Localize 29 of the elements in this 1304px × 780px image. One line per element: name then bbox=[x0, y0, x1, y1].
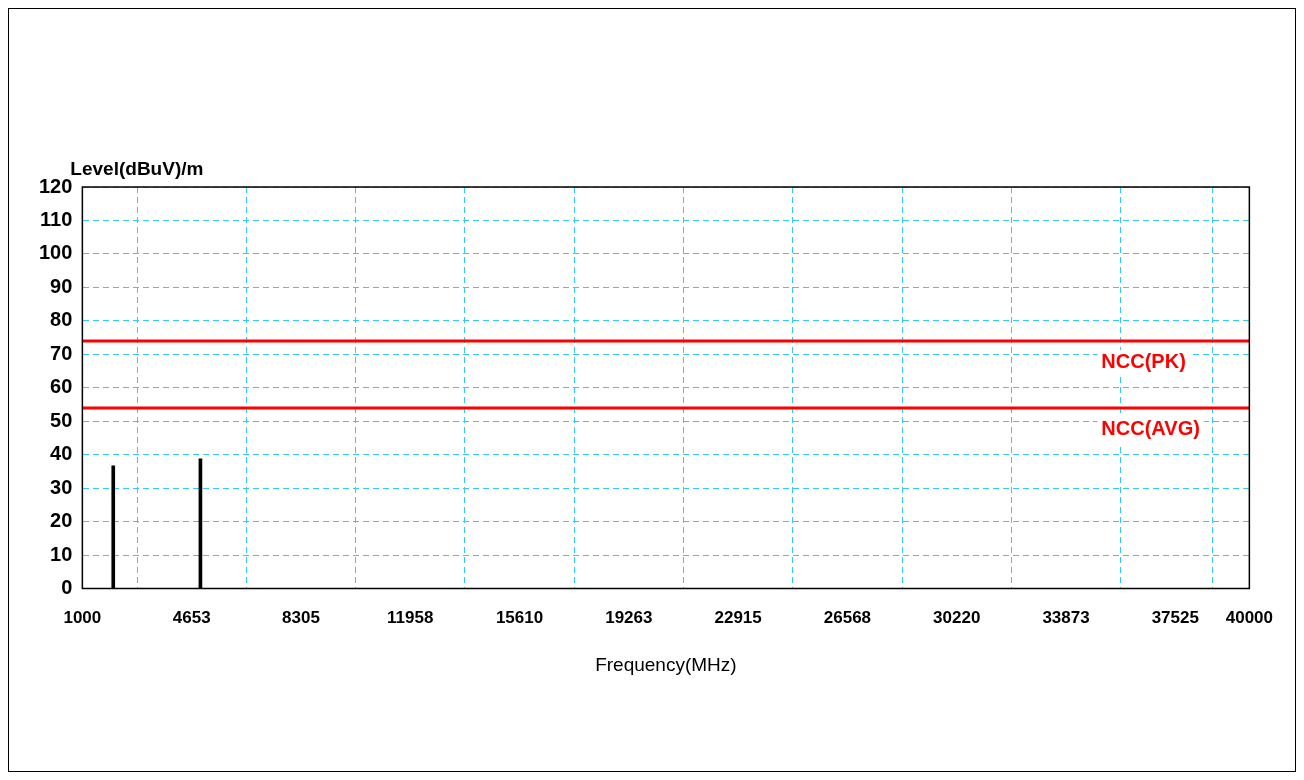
y-tick-label: 40 bbox=[50, 442, 73, 465]
x-tick-label: 33873 bbox=[1042, 608, 1090, 628]
y-tick-label: 20 bbox=[50, 509, 73, 532]
y-tick-label: 10 bbox=[50, 542, 73, 565]
x-tick-label: 4653 bbox=[172, 608, 211, 628]
y-tick-label: 70 bbox=[50, 341, 73, 364]
x-tick-label: 1000 bbox=[63, 608, 102, 628]
y-tick-label: 120 bbox=[38, 174, 73, 197]
y-tick-label: 50 bbox=[50, 408, 73, 431]
y-tick-label: 100 bbox=[38, 241, 73, 264]
x-tick-label: 15610 bbox=[495, 608, 544, 628]
y-tick-label: 60 bbox=[50, 375, 73, 398]
ref-line-label: NCC(PK) bbox=[1101, 350, 1186, 373]
y-tick-label: 0 bbox=[61, 576, 73, 599]
x-tick-label: 8305 bbox=[282, 608, 320, 628]
x-tick-label: 37525 bbox=[1151, 608, 1199, 628]
x-tick-label: 30220 bbox=[933, 608, 981, 628]
x-tick-label: 40000 bbox=[1225, 608, 1273, 628]
y-tick-label: 80 bbox=[50, 308, 73, 331]
x-tick-label: 11958 bbox=[387, 608, 434, 628]
x-tick-label: 26568 bbox=[823, 608, 872, 628]
y-tick-label: 30 bbox=[50, 475, 73, 498]
x-axis-title: Frequency(MHz) bbox=[595, 654, 737, 676]
y-axis-title: Level(dBuV)/m bbox=[70, 157, 204, 179]
y-tick-label: 90 bbox=[50, 274, 73, 297]
ref-line-label: NCC(AVG) bbox=[1101, 417, 1200, 440]
x-tick-label: 22915 bbox=[714, 608, 762, 628]
y-tick-label: 110 bbox=[40, 207, 73, 230]
x-tick-label: 19263 bbox=[605, 608, 653, 628]
